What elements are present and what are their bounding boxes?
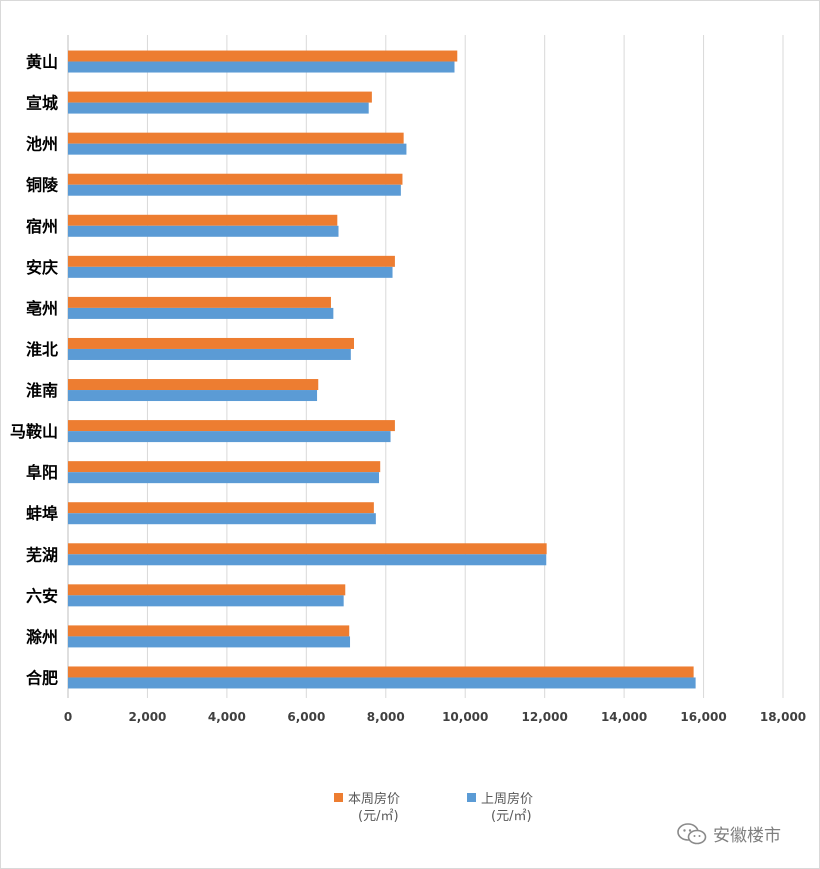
bar-last-week xyxy=(68,225,339,237)
bar-this-week xyxy=(68,625,350,637)
bar-this-week xyxy=(68,296,331,308)
bar-this-week xyxy=(68,379,319,391)
bar-last-week xyxy=(68,307,334,319)
category-label: 黄山 xyxy=(26,53,58,72)
category-label: 宿州 xyxy=(26,217,58,236)
bar-last-week xyxy=(68,266,393,278)
bar-this-week xyxy=(68,91,372,103)
category-label: 铜陵 xyxy=(26,176,59,195)
x-tick-label: 0 xyxy=(64,710,72,724)
legend-swatch-this-week xyxy=(334,793,343,802)
x-tick-label: 12,000 xyxy=(522,710,568,724)
bar-this-week xyxy=(68,461,381,473)
category-label: 马鞍山 xyxy=(10,422,58,441)
bar-this-week xyxy=(68,666,694,678)
bar-this-week xyxy=(68,50,458,62)
bar-last-week xyxy=(68,61,455,73)
bar-last-week xyxy=(68,554,547,566)
wechat-icon xyxy=(677,822,707,844)
bar-this-week xyxy=(68,214,338,226)
bar-last-week xyxy=(68,636,351,648)
category-label: 芜湖 xyxy=(26,545,58,564)
category-label: 滁州 xyxy=(26,627,58,646)
category-label: 六安 xyxy=(26,586,58,605)
category-label: 宣城 xyxy=(26,94,58,113)
category-label: 阜阳 xyxy=(26,463,58,482)
legend-unit-this-week: (元/㎡) xyxy=(358,809,399,824)
bar-last-week xyxy=(68,348,351,360)
bar-last-week xyxy=(68,390,318,402)
bar-last-week xyxy=(68,472,380,484)
x-tick-label: 8,000 xyxy=(367,710,405,724)
x-tick-label: 2,000 xyxy=(128,710,166,724)
bar-last-week xyxy=(68,677,696,689)
bar-this-week xyxy=(68,337,354,349)
x-tick-label: 4,000 xyxy=(208,710,246,724)
bar-last-week xyxy=(68,184,401,196)
bar-last-week xyxy=(68,102,369,114)
legend-item-this-week: 本周房价 (元/㎡) xyxy=(334,791,400,825)
x-tick-label: 10,000 xyxy=(442,710,488,724)
bar-this-week xyxy=(68,584,346,596)
bar-last-week xyxy=(68,431,391,443)
legend-swatch-last-week xyxy=(467,793,476,802)
x-tick-label: 16,000 xyxy=(680,710,726,724)
x-tick-label: 6,000 xyxy=(287,710,325,724)
bar-last-week xyxy=(68,513,376,525)
bar-this-week xyxy=(68,502,374,514)
bar-this-week xyxy=(68,543,547,555)
x-tick-label: 18,000 xyxy=(760,710,806,724)
category-label: 亳州 xyxy=(26,299,58,318)
category-label: 淮北 xyxy=(26,340,58,359)
watermark-text: 安徽楼市 xyxy=(713,826,781,846)
category-label: 安庆 xyxy=(26,258,58,277)
x-tick-label: 14,000 xyxy=(601,710,647,724)
category-label: 蚌埠 xyxy=(26,504,58,523)
bar-last-week xyxy=(68,143,407,155)
legend-label-last-week: 上周房价 xyxy=(481,792,534,807)
category-label: 淮南 xyxy=(26,381,58,400)
legend-item-last-week: 上周房价 (元/㎡) xyxy=(467,791,533,825)
legend-label-this-week: 本周房价 xyxy=(348,792,401,807)
bar-this-week xyxy=(68,173,403,185)
category-label: 合肥 xyxy=(26,668,58,687)
legend-unit-last-week: (元/㎡) xyxy=(491,809,532,824)
bar-this-week xyxy=(68,132,404,144)
category-label: 池州 xyxy=(26,135,58,154)
bar-this-week xyxy=(68,420,395,432)
watermark: 安徽楼市 xyxy=(677,821,781,846)
bar-last-week xyxy=(68,595,344,607)
legend: 本周房价 (元/㎡) 上周房价 (元/㎡) xyxy=(1,791,820,831)
bar-this-week xyxy=(68,255,395,267)
